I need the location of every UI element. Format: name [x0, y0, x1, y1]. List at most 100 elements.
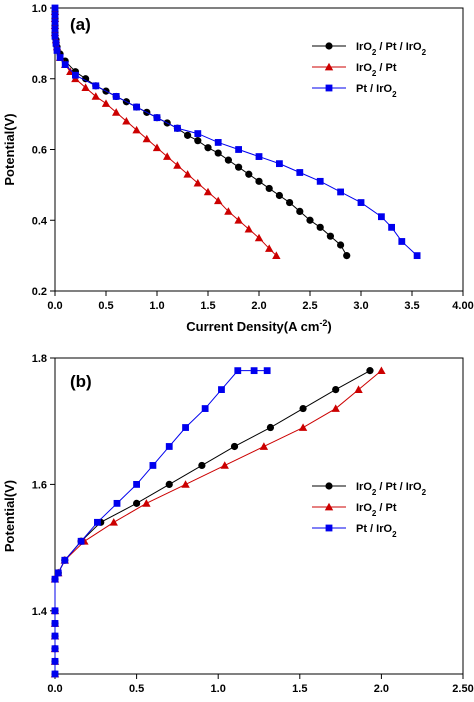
data-point	[51, 645, 59, 653]
data-point	[77, 537, 85, 545]
data-point	[193, 178, 202, 187]
data-point	[194, 137, 202, 145]
x-tick-label: 1.5	[292, 683, 307, 695]
x-tick-label: 0.0	[47, 683, 62, 695]
data-point	[331, 404, 340, 412]
x-tick-label: 2.0	[374, 683, 389, 695]
data-point	[214, 149, 222, 157]
data-point	[149, 462, 157, 469]
data-point	[132, 125, 141, 134]
y-tick-label: 1.0	[32, 3, 47, 15]
x-tick-label: 0.5	[98, 300, 113, 312]
data-point	[181, 480, 190, 488]
data-point	[61, 61, 69, 68]
series-line	[54, 370, 268, 674]
legend-entry: Pt / IrO2	[312, 83, 397, 99]
x-tick-label: 4.00	[452, 300, 473, 312]
data-point	[163, 152, 172, 160]
data-point	[173, 161, 182, 169]
data-point	[51, 4, 59, 12]
data-point	[250, 367, 258, 375]
y-tick-label: 1.6	[32, 479, 47, 491]
data-point	[235, 146, 242, 153]
data-point	[220, 461, 229, 469]
data-point	[182, 424, 189, 431]
data-point	[343, 252, 351, 260]
data-point	[224, 207, 233, 215]
data-point	[259, 442, 269, 450]
legend-marker	[325, 42, 333, 50]
data-point	[255, 177, 263, 185]
data-point	[275, 191, 283, 200]
data-point	[332, 386, 340, 394]
data-point	[51, 607, 59, 615]
x-axis-label: Current Density(A cm-2)	[186, 318, 332, 334]
x-tick-label: 1.0	[149, 300, 164, 312]
series-line	[54, 11, 277, 256]
data-point	[299, 404, 307, 413]
x-tick-label: 2.50	[452, 683, 473, 695]
data-point	[51, 32, 59, 40]
legend-label: Pt / IrO2	[356, 83, 397, 99]
data-point	[152, 143, 162, 152]
data-point	[51, 11, 59, 19]
legend-entry: IrO2 / Pt / IrO2	[312, 41, 427, 57]
x-tick-label: 0.5	[129, 683, 144, 695]
data-point	[265, 184, 273, 193]
data-point	[316, 223, 324, 231]
x-tick-label: 3.5	[404, 300, 419, 312]
data-point	[142, 499, 151, 507]
data-point	[377, 366, 386, 374]
data-point	[112, 93, 120, 100]
data-point	[326, 232, 334, 240]
y-tick-label: 1.4	[32, 606, 48, 618]
data-point	[122, 117, 131, 125]
data-point	[112, 108, 121, 116]
data-point	[234, 216, 243, 224]
y-tick-label: 0.4	[32, 215, 48, 227]
data-point	[286, 198, 294, 207]
legend-marker	[324, 502, 334, 511]
data-point	[133, 103, 140, 111]
data-point	[51, 620, 59, 627]
legend-entry: Pt / IrO2	[312, 523, 397, 539]
data-point	[183, 170, 192, 178]
data-point	[218, 386, 225, 393]
data-point	[316, 177, 324, 185]
data-point	[298, 423, 308, 431]
legend-entry: IrO2 / Pt	[312, 502, 397, 518]
y-tick-label: 1.8	[32, 353, 47, 365]
data-point	[255, 153, 263, 160]
data-point	[388, 223, 395, 231]
series-2	[51, 367, 271, 678]
data-point	[366, 367, 374, 375]
legend-marker	[325, 84, 333, 92]
data-point	[54, 569, 62, 577]
data-point	[165, 480, 173, 488]
y-tick-label: 0.2	[32, 286, 47, 298]
plot-frame	[54, 357, 464, 675]
y-tick-label: 0.8	[32, 74, 47, 86]
data-point	[204, 144, 212, 152]
data-point	[61, 556, 69, 564]
data-point	[101, 99, 111, 107]
data-point	[337, 188, 344, 196]
x-tick-label: 1.0	[211, 683, 226, 695]
data-point	[230, 442, 239, 451]
data-point	[52, 39, 60, 47]
legend-label: IrO2 / Pt / IrO2	[356, 41, 427, 57]
x-tick-label: 1.5	[200, 300, 215, 312]
data-point	[254, 233, 264, 242]
data-point	[184, 131, 192, 139]
data-point	[244, 224, 253, 233]
legend-marker	[325, 482, 333, 490]
data-point	[276, 160, 283, 168]
legend-entry: IrO2 / Pt / IrO2	[312, 481, 427, 497]
data-point	[51, 575, 59, 583]
data-point	[245, 170, 253, 178]
panel-label: (b)	[70, 372, 92, 391]
data-point	[337, 241, 345, 249]
series-line	[54, 8, 418, 256]
data-point	[72, 71, 79, 79]
x-tick-label: 2.5	[302, 300, 317, 312]
